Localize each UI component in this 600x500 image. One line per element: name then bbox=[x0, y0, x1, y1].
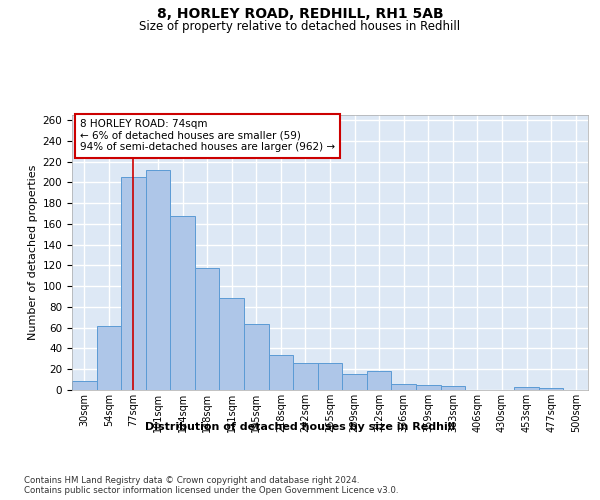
Bar bbox=[97, 326, 121, 390]
Bar bbox=[195, 268, 220, 390]
Bar bbox=[269, 354, 293, 390]
Bar bbox=[514, 387, 539, 390]
Bar bbox=[416, 385, 440, 390]
Bar bbox=[367, 372, 391, 390]
Bar bbox=[539, 388, 563, 390]
Bar bbox=[244, 324, 269, 390]
Text: Distribution of detached houses by size in Redhill: Distribution of detached houses by size … bbox=[145, 422, 455, 432]
Bar bbox=[220, 298, 244, 390]
Bar bbox=[342, 374, 367, 390]
Text: Contains HM Land Registry data © Crown copyright and database right 2024.
Contai: Contains HM Land Registry data © Crown c… bbox=[24, 476, 398, 495]
Text: Size of property relative to detached houses in Redhill: Size of property relative to detached ho… bbox=[139, 20, 461, 33]
Bar bbox=[170, 216, 195, 390]
Bar bbox=[146, 170, 170, 390]
Text: 8, HORLEY ROAD, REDHILL, RH1 5AB: 8, HORLEY ROAD, REDHILL, RH1 5AB bbox=[157, 8, 443, 22]
Y-axis label: Number of detached properties: Number of detached properties bbox=[28, 165, 38, 340]
Text: 8 HORLEY ROAD: 74sqm
← 6% of detached houses are smaller (59)
94% of semi-detach: 8 HORLEY ROAD: 74sqm ← 6% of detached ho… bbox=[80, 119, 335, 152]
Bar bbox=[293, 363, 318, 390]
Bar bbox=[318, 363, 342, 390]
Bar bbox=[121, 178, 146, 390]
Bar bbox=[391, 384, 416, 390]
Bar bbox=[440, 386, 465, 390]
Bar bbox=[72, 380, 97, 390]
